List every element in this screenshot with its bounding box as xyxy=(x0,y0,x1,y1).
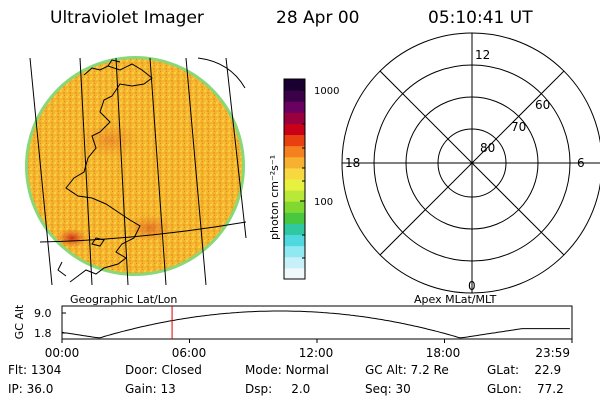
altitude-ylabel: GC Alt xyxy=(13,304,26,339)
glon-label: GLon: xyxy=(487,382,522,396)
gain-info: Gain: 13 xyxy=(125,382,176,396)
colorbar-stripe xyxy=(284,90,305,102)
door-label: Door: xyxy=(125,363,158,377)
colorbar-stripe xyxy=(284,245,305,258)
coastline xyxy=(57,59,153,283)
instrument-title: Ultraviolet Imager xyxy=(50,8,204,28)
gc-alt-label: GC Alt: xyxy=(365,363,407,377)
gc-alt-info: GC Alt: 7.2 Re xyxy=(365,363,449,377)
lat-label-60: 60 xyxy=(535,98,550,112)
glat-label: GLat: xyxy=(487,363,520,377)
mode-label: Mode: xyxy=(245,363,282,377)
colorbar-stripe xyxy=(284,179,305,191)
time-tick-0000: 00:00 xyxy=(45,346,80,360)
altitude-ytick-9: 9.0 xyxy=(34,307,52,320)
apex-projection-label: Apex MLat/MLT xyxy=(414,293,497,306)
flt-value: 1304 xyxy=(30,363,62,377)
gain-label: Gain: xyxy=(125,382,157,396)
gc-alt-value: 7.2 Re xyxy=(410,363,449,377)
ip-value: 36.0 xyxy=(26,382,54,396)
door-value: Closed xyxy=(161,363,202,377)
seq-value: 30 xyxy=(395,382,411,396)
ip-info: IP: 36.0 xyxy=(8,382,53,396)
colorbar-stripe xyxy=(284,79,305,91)
colorbar-stripe xyxy=(284,123,305,136)
geographic-projection-label: Geographic Lat/Lon xyxy=(70,293,177,306)
colorbar-stripe xyxy=(284,190,305,202)
time-label: 05:10:41 UT xyxy=(428,8,533,28)
dsp-value: 2.0 xyxy=(291,382,311,396)
glon-value: 77.2 xyxy=(537,382,564,396)
colorbar-stripe xyxy=(284,223,305,236)
flt-label: Flt: xyxy=(8,363,27,377)
glon-info: GLon: 77.2 xyxy=(487,382,564,396)
time-tick-1800: 18:00 xyxy=(426,346,461,360)
date-label: 28 Apr 00 xyxy=(276,8,360,28)
colorbar-unit-label: photon cm⁻²s⁻¹ xyxy=(268,155,281,240)
colorbar xyxy=(283,78,306,280)
door-info: Door: Closed xyxy=(125,363,202,377)
seq-info: Seq: 30 xyxy=(365,382,411,396)
uv-earth-image xyxy=(25,56,245,276)
polar-plot xyxy=(341,32,600,294)
seq-label: Seq: xyxy=(365,382,392,396)
lat-label-70: 70 xyxy=(511,120,526,134)
colorbar-stripe xyxy=(284,112,305,124)
colorbar-stripe xyxy=(284,145,305,158)
mode-info: Mode: Normal xyxy=(245,363,329,377)
mlt-label-0: 0 xyxy=(468,279,476,293)
colorbar-stripe xyxy=(284,212,305,224)
colorbar-stripe xyxy=(284,156,305,169)
mlt-label-18: 18 xyxy=(345,156,360,170)
mlt-label-6: 6 xyxy=(577,156,585,170)
colorbar-stripe xyxy=(284,267,305,280)
dsp-info: Dsp: 2.0 xyxy=(245,382,310,396)
time-tick-2359: 23:59 xyxy=(535,346,570,360)
ip-label: IP: xyxy=(8,382,23,396)
gain-value: 13 xyxy=(160,382,176,396)
flight-info: Flt: 1304 xyxy=(8,363,61,377)
colorbar-tick-1000: 1000 xyxy=(314,86,339,97)
colorbar-stripe xyxy=(284,234,305,247)
colorbar-stripe xyxy=(284,134,305,147)
colorbar-stripe xyxy=(284,101,305,113)
time-tick-1200: 12:00 xyxy=(299,346,334,360)
altitude-ytick-1.8: 1.8 xyxy=(34,327,52,340)
mode-value: Normal xyxy=(285,363,329,377)
lat-label-80: 80 xyxy=(480,141,495,155)
colorbar-stripe xyxy=(284,201,305,213)
time-tick-0600: 06:00 xyxy=(172,346,207,360)
glat-info: GLat: 22.9 xyxy=(487,363,561,377)
altitude-curve xyxy=(61,310,570,339)
dsp-label: Dsp: xyxy=(245,382,273,396)
altitude-plot xyxy=(61,305,573,343)
colorbar-tick-100: 100 xyxy=(314,197,333,208)
colorbar-stripe xyxy=(284,256,305,269)
glat-value: 22.9 xyxy=(534,363,562,377)
mlt-label-12: 12 xyxy=(475,48,490,62)
geographic-grid xyxy=(29,57,247,286)
colorbar-stripe xyxy=(284,167,305,180)
